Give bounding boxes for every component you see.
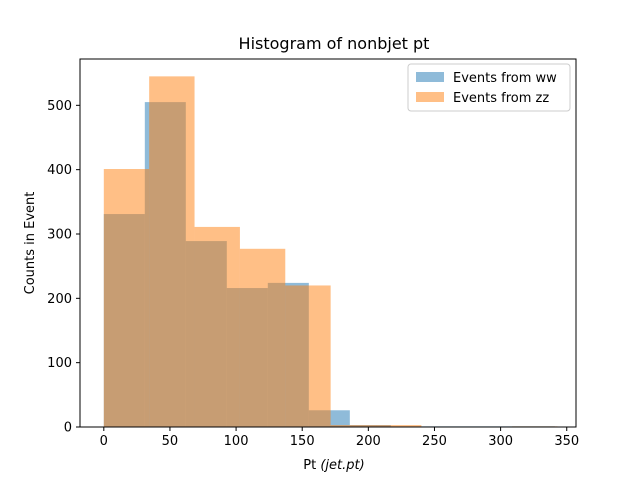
histogram-bar <box>285 285 331 427</box>
x-tick-label: 50 <box>162 434 179 449</box>
histogram-bar <box>103 169 150 428</box>
x-tick-label: 100 <box>224 434 249 449</box>
x-axis-label-text: Pt <box>303 458 320 473</box>
series-2-bars <box>103 76 558 428</box>
x-tick-label: 300 <box>488 434 513 449</box>
legend-box <box>407 63 571 112</box>
y-tick-label: 500 <box>47 99 72 114</box>
y-tick-label: 300 <box>47 227 72 242</box>
histogram-bar <box>330 425 377 427</box>
legend: Events from ww Events from zz <box>407 63 571 112</box>
histogram-bar <box>239 248 286 427</box>
histogram-bar <box>149 76 195 427</box>
x-tick-label: 200 <box>356 434 381 449</box>
histogram-bar <box>194 226 240 427</box>
x-tick-label: 0 <box>100 434 108 449</box>
y-tick-label: 400 <box>47 163 72 178</box>
plot-area: 0 50 100 150 200 250 300 350 0 100 200 300 400 500 <box>47 58 579 449</box>
y-tick-label: 200 <box>47 292 72 307</box>
y-axis-label: Counts in Event <box>23 192 38 295</box>
x-axis-label-math: (jet.pt) <box>320 458 364 473</box>
chart-title: Histogram of nonbjet pt <box>239 34 430 53</box>
legend-swatch <box>416 72 444 82</box>
y-tick-label: 100 <box>47 356 72 371</box>
y-tick-label: 0 <box>64 421 72 436</box>
legend-swatch <box>416 92 444 102</box>
x-tick-label: 150 <box>290 434 315 449</box>
axes-frame <box>79 58 577 428</box>
histogram-bar <box>376 425 422 427</box>
legend-label: Events from ww <box>453 71 557 86</box>
x-tick-label: 350 <box>554 434 579 449</box>
legend-label: Events from zz <box>453 91 549 106</box>
x-axis-label: Pt (jet.pt) <box>303 458 364 473</box>
x-tick-label: 250 <box>422 434 447 449</box>
